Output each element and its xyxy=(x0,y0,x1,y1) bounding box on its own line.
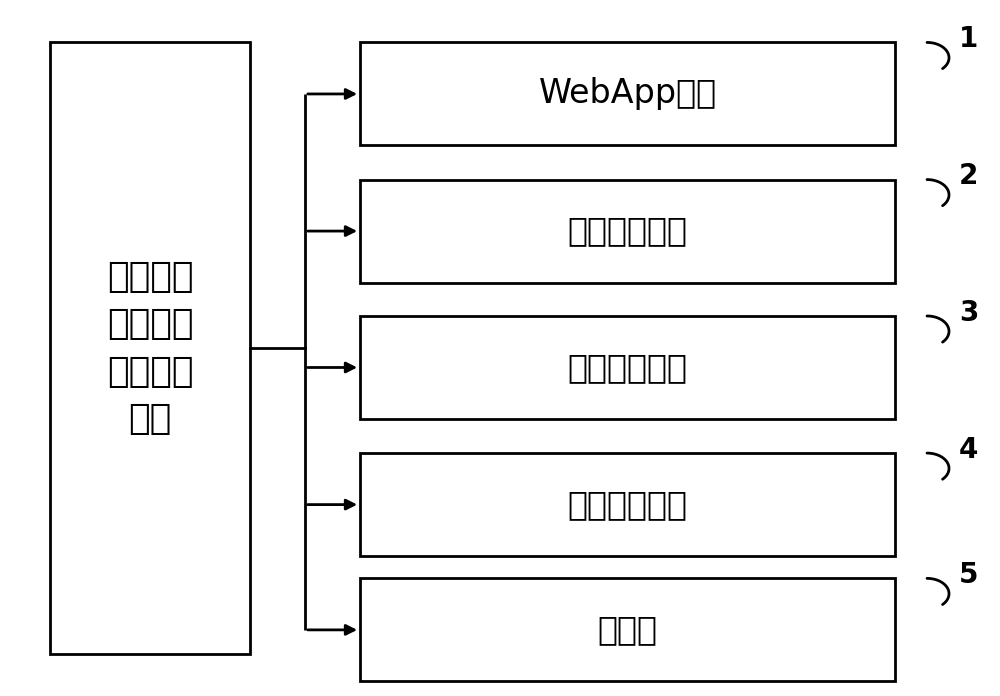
Text: 综合管理模块: 综合管理模块 xyxy=(568,214,688,248)
Bar xyxy=(360,578,895,681)
Text: 云模块: 云模块 xyxy=(598,613,658,647)
Text: 数据管理模块: 数据管理模块 xyxy=(568,488,688,521)
Text: 5: 5 xyxy=(959,561,979,589)
Bar xyxy=(360,316,895,419)
Text: 1: 1 xyxy=(959,25,978,53)
Text: 4: 4 xyxy=(959,436,978,464)
Bar xyxy=(50,42,250,654)
Text: 故障恢复模块: 故障恢复模块 xyxy=(568,351,688,384)
Bar xyxy=(360,42,895,145)
Bar xyxy=(360,180,895,283)
Text: WebApp模块: WebApp模块 xyxy=(538,77,717,111)
Text: 2: 2 xyxy=(959,162,978,190)
Text: 面向存储
完整性的
智能网关
系统: 面向存储 完整性的 智能网关 系统 xyxy=(107,260,193,436)
Text: 3: 3 xyxy=(959,299,978,326)
Bar xyxy=(360,453,895,556)
